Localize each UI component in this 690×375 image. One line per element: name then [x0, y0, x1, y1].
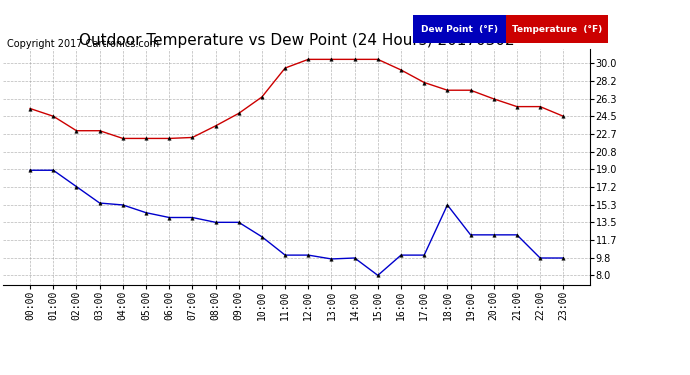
Title: Outdoor Temperature vs Dew Point (24 Hours) 20170302: Outdoor Temperature vs Dew Point (24 Hou… — [79, 33, 515, 48]
Text: Temperature  (°F): Temperature (°F) — [512, 25, 602, 34]
Text: Copyright 2017 Cartronics.com: Copyright 2017 Cartronics.com — [7, 39, 159, 50]
Text: Dew Point  (°F): Dew Point (°F) — [421, 25, 497, 34]
